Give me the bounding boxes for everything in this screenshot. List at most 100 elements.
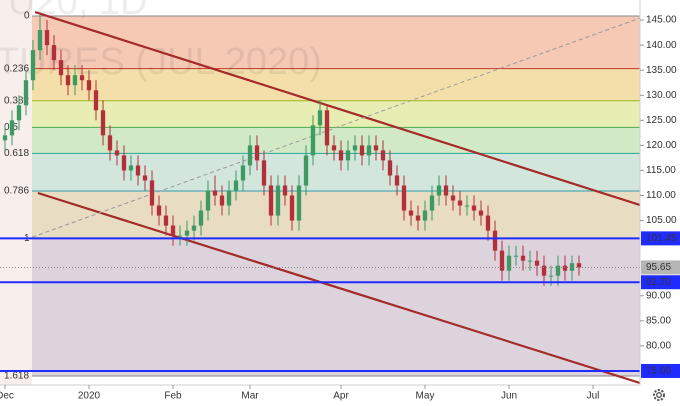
fib-zone bbox=[32, 190, 640, 239]
fib-label: 1.618 bbox=[4, 371, 29, 382]
candle-body bbox=[289, 195, 295, 221]
candle-body bbox=[275, 185, 281, 216]
candle-body bbox=[268, 185, 274, 216]
candle-body bbox=[114, 150, 120, 156]
x-tick-label: Feb bbox=[164, 391, 182, 402]
y-tick-label: 135.00 bbox=[646, 65, 677, 76]
candle-body bbox=[415, 215, 421, 221]
fib-label: 0.786 bbox=[4, 186, 29, 197]
candle-body bbox=[156, 205, 162, 216]
candle-body bbox=[387, 160, 393, 176]
candle-body bbox=[212, 190, 218, 196]
candle-body bbox=[205, 190, 211, 211]
candle-body bbox=[408, 210, 414, 216]
candle-body bbox=[324, 110, 330, 146]
candle-body bbox=[191, 225, 197, 231]
candle-body bbox=[450, 195, 456, 201]
candle-body bbox=[142, 175, 148, 181]
x-tick-label: Jun bbox=[501, 391, 517, 402]
level-box bbox=[641, 275, 680, 290]
candle-body bbox=[562, 265, 568, 271]
candle-body bbox=[366, 145, 372, 156]
candle-body bbox=[569, 263, 575, 271]
axes: 80.00 85.00 90.00 105.00 110.00 115.00 120.00 1… bbox=[0, 15, 680, 402]
y-tick-label: 80.00 bbox=[646, 341, 671, 352]
candle-body bbox=[282, 185, 288, 196]
candle-body bbox=[478, 210, 484, 216]
candle-body bbox=[37, 30, 43, 51]
candle-body bbox=[352, 145, 358, 151]
x-tick-label: May bbox=[416, 391, 435, 402]
fib-zone bbox=[32, 68, 640, 101]
y-tick-label: 110.00 bbox=[646, 190, 676, 201]
candle-body bbox=[163, 215, 169, 226]
candle-body bbox=[149, 180, 155, 206]
candle-body bbox=[226, 190, 232, 206]
y-tick-label: 125.00 bbox=[646, 115, 677, 126]
candle-body bbox=[2, 135, 8, 141]
candle-body bbox=[338, 150, 344, 161]
trend-line bbox=[34, 10, 641, 207]
candle-body bbox=[79, 75, 85, 81]
candle-body bbox=[331, 145, 337, 151]
fib-label: 0.382 bbox=[4, 95, 29, 106]
candle-body bbox=[471, 205, 477, 211]
candle-body bbox=[51, 45, 57, 61]
candle-body bbox=[457, 200, 463, 206]
pre-fib-region bbox=[0, 0, 32, 385]
candle-body bbox=[177, 235, 183, 237]
candle-body bbox=[394, 175, 400, 186]
x-tick-label: Dec bbox=[0, 391, 14, 402]
candle-body bbox=[170, 225, 176, 236]
candle-body bbox=[310, 125, 316, 156]
candle-body bbox=[254, 145, 260, 161]
candle-body bbox=[443, 185, 449, 196]
candle-body bbox=[373, 145, 379, 151]
candle-body bbox=[548, 275, 554, 277]
level-box bbox=[641, 231, 680, 246]
candle-body bbox=[436, 185, 442, 196]
candle-body bbox=[429, 195, 435, 211]
candle-body bbox=[422, 210, 428, 221]
candle-body bbox=[303, 155, 309, 186]
candle-body bbox=[16, 105, 22, 121]
y-tick-label: 120.00 bbox=[646, 140, 677, 151]
y-tick-label: 115.00 bbox=[646, 165, 676, 176]
candle-body bbox=[9, 120, 15, 136]
fib-label: 0 bbox=[24, 11, 30, 22]
candle-body bbox=[401, 185, 407, 211]
x-tick-label: 2020 bbox=[78, 391, 101, 402]
candle-body bbox=[506, 255, 512, 271]
settings-icon[interactable] bbox=[653, 389, 665, 401]
candle-body bbox=[86, 80, 92, 91]
watermark: U20, 1D bbox=[8, 0, 147, 23]
candle-body bbox=[93, 90, 99, 111]
candle-body bbox=[380, 150, 386, 161]
candle-body bbox=[233, 180, 239, 191]
candle-body bbox=[128, 165, 134, 171]
candle-body bbox=[317, 110, 323, 126]
candle-body bbox=[121, 155, 127, 171]
candle-body bbox=[527, 260, 533, 262]
candle-body bbox=[72, 75, 78, 86]
candle-body bbox=[520, 255, 526, 261]
y-tick-label: 105.00 bbox=[646, 215, 677, 226]
candle-body bbox=[30, 50, 36, 81]
x-tick-label: Jul bbox=[587, 391, 600, 402]
candle-body bbox=[58, 60, 64, 76]
time-axis-bg bbox=[0, 385, 640, 406]
last-price-label: 95.65 bbox=[646, 262, 671, 273]
candle-body bbox=[135, 165, 141, 176]
y-tick-label: 130.00 bbox=[646, 90, 677, 101]
candle-body bbox=[464, 205, 470, 207]
candle-body bbox=[513, 255, 519, 257]
candle-body bbox=[261, 160, 267, 186]
candle-body bbox=[359, 145, 365, 156]
fib-zone bbox=[32, 100, 640, 128]
level-label: 75.00 bbox=[646, 366, 671, 377]
candle-body bbox=[107, 135, 113, 151]
candle-body bbox=[345, 150, 351, 161]
candle-body bbox=[499, 250, 505, 271]
fib-label: 0.618 bbox=[4, 148, 29, 159]
